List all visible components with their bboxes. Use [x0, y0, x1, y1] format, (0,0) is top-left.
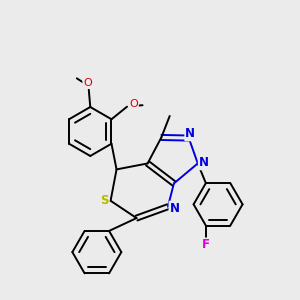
- Text: F: F: [202, 238, 210, 251]
- Text: N: N: [185, 128, 195, 140]
- Text: O: O: [83, 78, 92, 88]
- Text: N: N: [169, 202, 179, 215]
- Text: S: S: [100, 194, 109, 207]
- Text: N: N: [199, 156, 209, 169]
- Text: O: O: [129, 99, 138, 109]
